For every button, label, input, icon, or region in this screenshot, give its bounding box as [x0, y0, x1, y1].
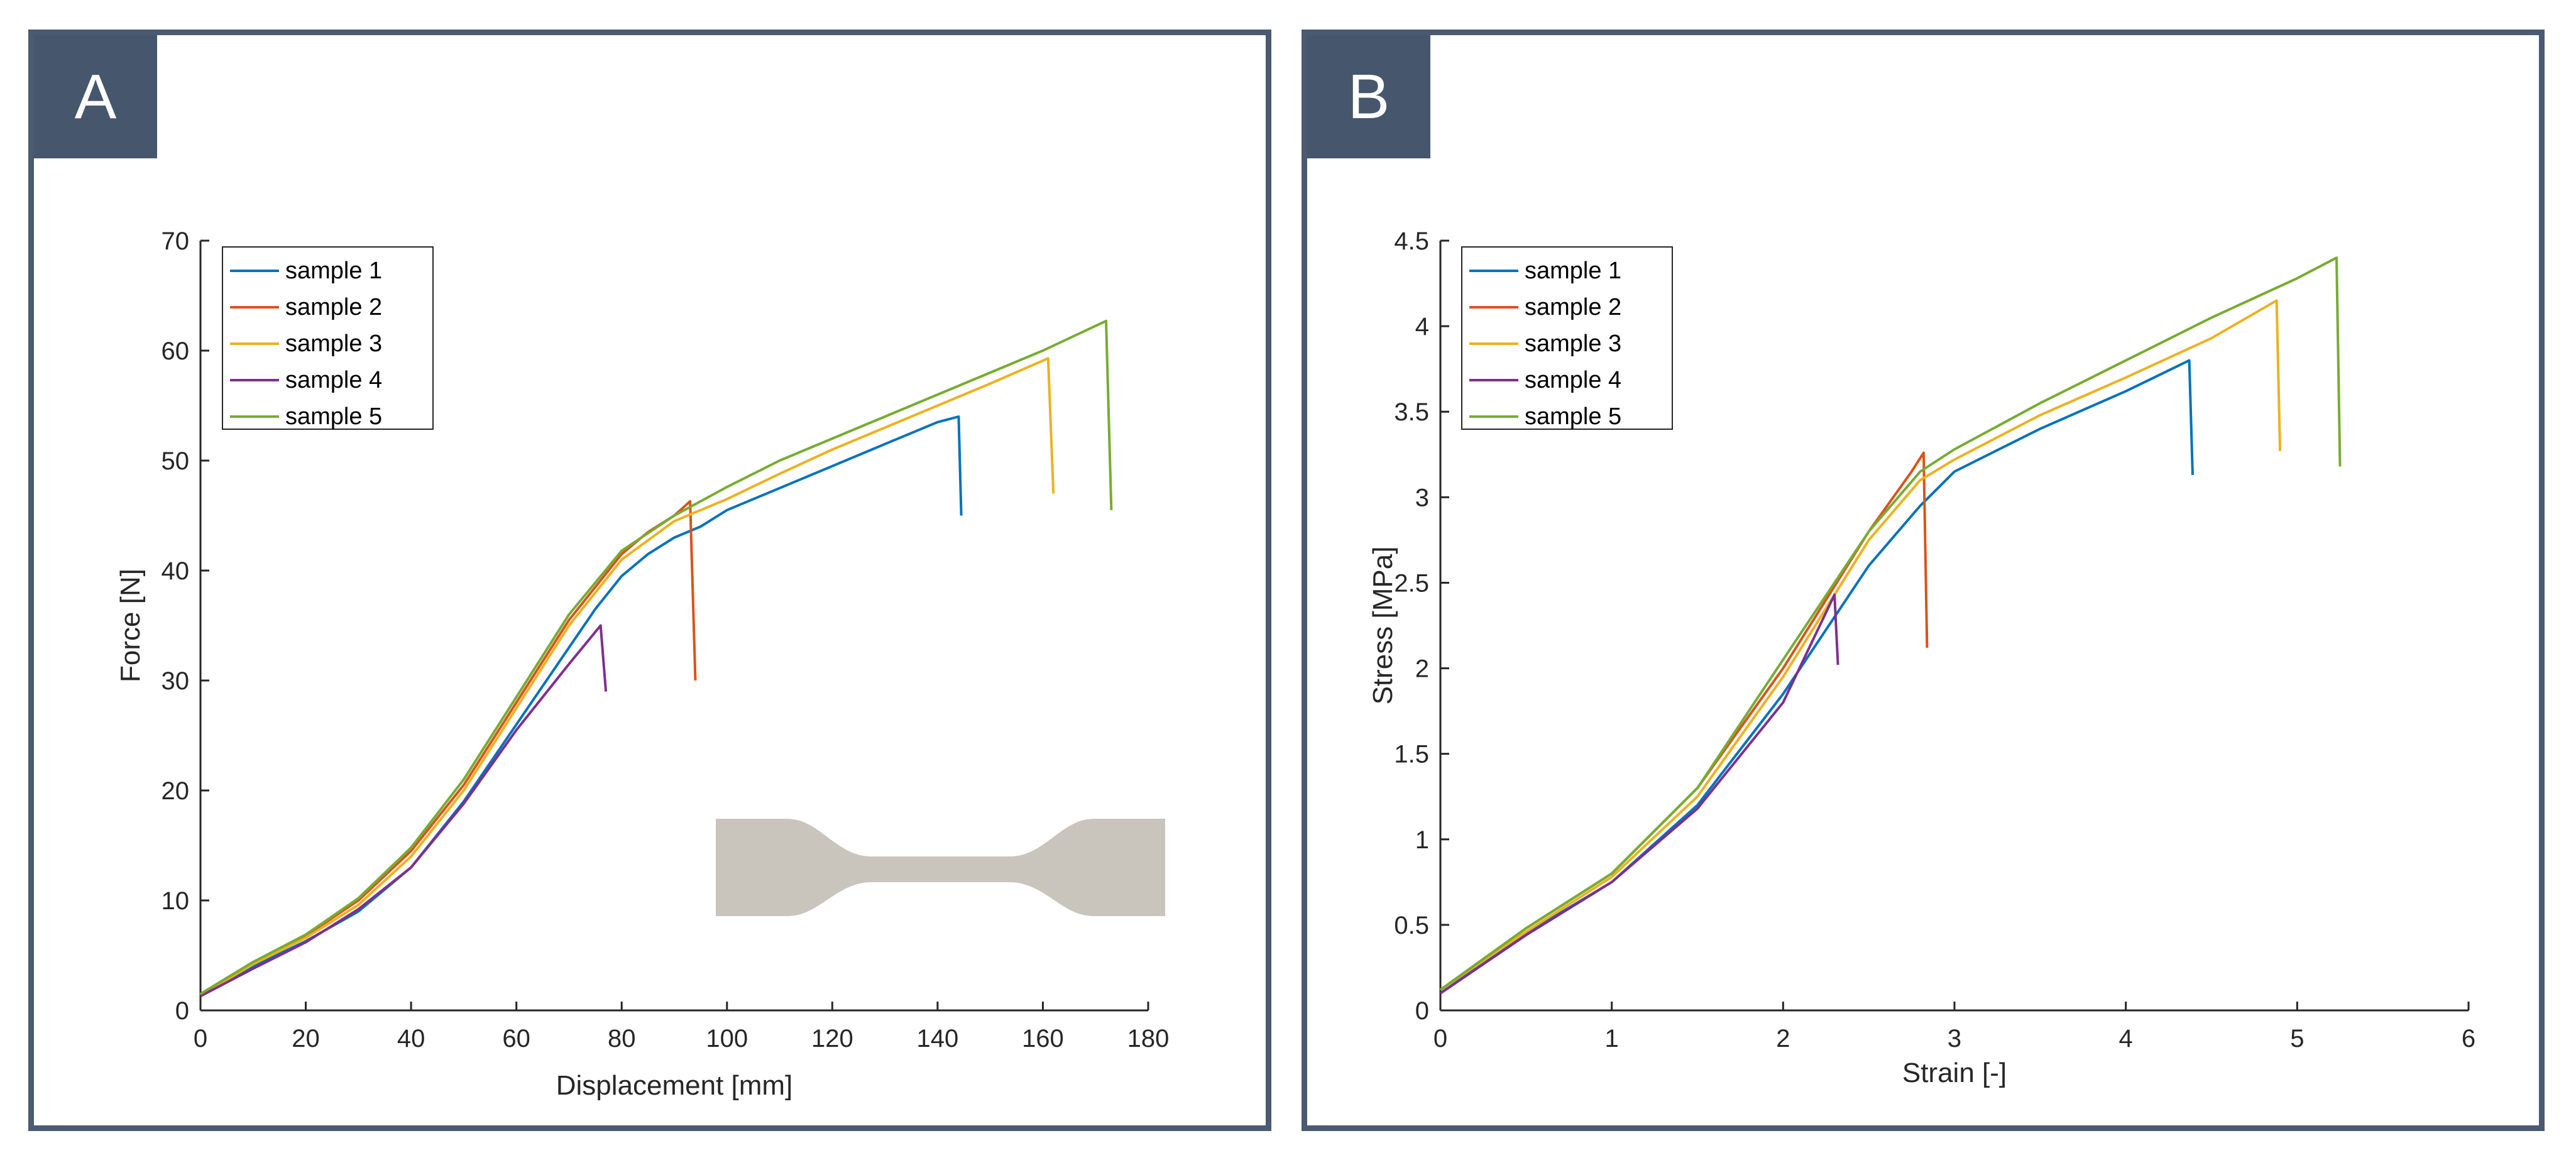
- y-tick-label: 4.5: [1394, 227, 1429, 255]
- series-line-sample-3: [199, 357, 1055, 997]
- y-tick-label: 1.5: [1394, 741, 1429, 768]
- x-tick-label: 40: [397, 1025, 425, 1052]
- x-tick-label: 140: [917, 1025, 959, 1052]
- panel-b-badge: B: [1307, 35, 1430, 158]
- series-group: [1439, 256, 2342, 995]
- x-tick-label: 180: [1127, 1025, 1170, 1052]
- legend: sample 1 sample 2 sample 3 sample 4 sample 5: [222, 246, 434, 430]
- x-tick-label: 5: [2290, 1025, 2304, 1052]
- legend-label: sample 2: [1525, 294, 1621, 320]
- x-tick-label: 80: [608, 1025, 636, 1052]
- series-line-sample-1: [1439, 359, 2194, 995]
- series-group: [199, 319, 1113, 998]
- x-tick-label: 2: [1776, 1025, 1790, 1052]
- y-tick-label: 50: [162, 447, 190, 475]
- y-tick-label: 3: [1415, 484, 1429, 511]
- x-axis-label: Strain [-]: [1902, 1058, 2007, 1088]
- y-tick-label: 10: [162, 887, 190, 915]
- dog-bone-specimen: [716, 819, 1165, 916]
- x-tick-label: 3: [1948, 1025, 1961, 1052]
- x-tick-label: 120: [811, 1025, 853, 1052]
- y-tick-label: 2: [1415, 655, 1429, 683]
- legend-label: sample 2: [285, 294, 382, 320]
- panel-b: B 0 1 2 3 4 5 6 0 0.5 1 1.5 2 2.5 3 3.5 4 4.5 Strain [-] S…: [1302, 30, 2545, 1131]
- series-line-sample-5: [1439, 256, 2342, 991]
- y-tick-label: 70: [162, 227, 190, 255]
- axes: 0 1 2 3 4 5 6 0 0.5 1 1.5 2 2.5 3 3.5 4 4.5: [1394, 227, 2475, 1052]
- y-tick-label: 0: [175, 997, 189, 1025]
- legend-label: sample 4: [1525, 367, 1621, 393]
- x-tick-label: 6: [2462, 1025, 2475, 1052]
- series-line-sample-4: [1439, 593, 1839, 995]
- series-line-sample-5: [199, 319, 1113, 995]
- legend-label: sample 1: [285, 258, 382, 284]
- y-tick-label: 20: [162, 777, 190, 805]
- y-tick-label: 4: [1415, 313, 1429, 341]
- y-axis-label: Force [N]: [115, 569, 146, 682]
- stress-strain-chart: 0 1 2 3 4 5 6 0 0.5 1 1.5 2 2.5 3 3.5 4 4.5 Strain [-] Str…: [1367, 227, 2475, 1088]
- panel-a-badge: A: [34, 35, 157, 158]
- legend-label: sample 3: [1525, 331, 1621, 357]
- x-tick-label: 60: [502, 1025, 530, 1052]
- specimen-inset: [716, 819, 1165, 916]
- x-tick-label: 0: [1433, 1025, 1447, 1052]
- y-tick-label: 2.5: [1394, 569, 1429, 597]
- legend-label: sample 5: [1525, 403, 1621, 430]
- legend-label: sample 3: [285, 331, 382, 357]
- y-axis-label: Stress [MPa]: [1367, 547, 1398, 705]
- series-line-sample-2: [1439, 451, 1929, 991]
- series-line-sample-3: [1439, 299, 2282, 991]
- y-tick-label: 0: [1415, 997, 1429, 1025]
- y-tick-label: 60: [162, 337, 190, 365]
- legend: sample 1 sample 2 sample 3 sample 4 sample 5: [1461, 246, 1673, 430]
- y-tick-label: 40: [162, 557, 190, 585]
- x-tick-label: 0: [194, 1025, 207, 1052]
- legend-label: sample 1: [1525, 258, 1621, 284]
- x-tick-label: 1: [1605, 1025, 1619, 1052]
- x-tick-label: 100: [706, 1025, 748, 1052]
- series-line-sample-4: [200, 624, 608, 998]
- y-tick-label: 1: [1415, 826, 1429, 854]
- y-tick-label: 3.5: [1394, 398, 1429, 426]
- x-tick-label: 4: [2119, 1025, 2133, 1052]
- y-tick-label: 0.5: [1394, 912, 1429, 939]
- legend-label: sample 5: [285, 403, 382, 430]
- axes: 0 20 40 60 80 100 120 140 160 180 0 10 20 30 40 50 60 70: [162, 227, 1170, 1052]
- panel-a: A 0 20 40 60 80 100 120 140 160 180 0 10 20 30 40 50 60 7…: [28, 30, 1271, 1131]
- legend-box: [222, 246, 434, 430]
- legend-box: [1461, 246, 1673, 430]
- x-tick-label: 20: [292, 1025, 320, 1052]
- legend-label: sample 4: [285, 367, 382, 393]
- y-tick-label: 30: [162, 667, 190, 695]
- x-tick-label: 160: [1022, 1025, 1064, 1052]
- series-line-sample-1: [200, 415, 963, 998]
- force-displacement-chart: 0 20 40 60 80 100 120 140 160 180 0 10 20 30 40 50 60 70 D…: [115, 227, 1170, 1101]
- x-axis-label: Displacement [mm]: [556, 1070, 793, 1101]
